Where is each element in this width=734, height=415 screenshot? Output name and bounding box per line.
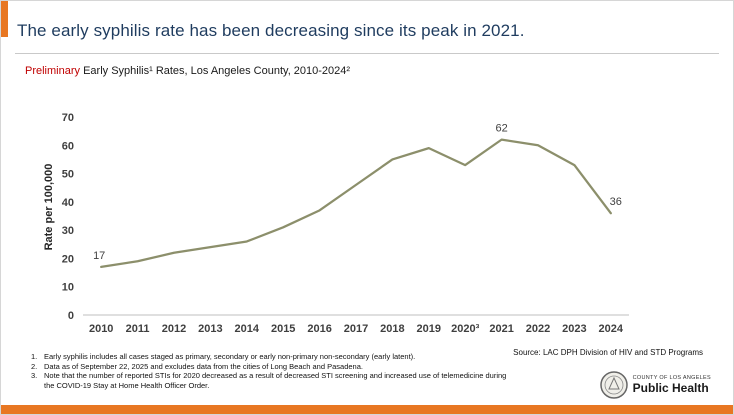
footnote-3-text: Note that the number of reported STIs fo… xyxy=(44,371,507,390)
subtitle-preliminary: Preliminary xyxy=(25,65,81,77)
footnote-3: 3. Note that the number of reported STIs… xyxy=(31,371,511,390)
point-label: 62 xyxy=(495,123,507,135)
x-tick-label: 2018 xyxy=(380,323,404,335)
footnote-2-number: 2. xyxy=(31,361,38,371)
x-tick-label: 2011 xyxy=(126,323,150,335)
trend-line xyxy=(100,138,612,269)
footnote-1-text: Early syphilis includes all cases staged… xyxy=(44,352,416,361)
y-axis-title: Rate per 100,000 xyxy=(43,163,55,251)
chart-area: Rate per 100,000 0 10 20 30 40 50 60 70 2010 2011… xyxy=(37,97,657,347)
county-seal-icon xyxy=(599,371,628,399)
x-tick-label: 2024 xyxy=(599,323,624,335)
x-tick-label: 2015 xyxy=(271,323,295,335)
x-tick-label: 2016 xyxy=(307,323,331,335)
y-tick-label: 10 xyxy=(62,282,74,294)
logo-dept-line: Public Health xyxy=(632,380,709,395)
title-divider xyxy=(15,53,719,54)
footnote-3-number: 3. xyxy=(31,371,38,380)
point-label: 36 xyxy=(610,196,622,208)
footnote-2: 2. Data as of September 22, 2025 and exc… xyxy=(31,362,511,372)
public-health-logo: COUNTY OF LOS ANGELES Public Health xyxy=(599,370,711,400)
line-chart: 0 10 20 30 40 50 60 70 2010 2011 2012 2013 2014 2015 2… xyxy=(62,112,629,335)
y-tick-label: 50 xyxy=(62,169,74,181)
x-tick-label: 2020³ xyxy=(451,323,479,335)
x-tick-label: 2019 xyxy=(417,323,441,335)
x-tick-label: 2014 xyxy=(235,323,260,335)
x-tick-label: 2021 xyxy=(489,323,513,335)
bottom-accent-bar xyxy=(1,405,733,414)
chart-subtitle: Preliminary Early Syphilis¹ Rates, Los A… xyxy=(25,65,350,77)
y-tick-label: 60 xyxy=(62,140,74,152)
y-tick-label: 0 xyxy=(68,310,74,322)
y-tick-label: 40 xyxy=(62,197,74,209)
footnote-1: 1. Early syphilis includes all cases sta… xyxy=(31,352,511,362)
source-credit: Source: LAC DPH Division of HIV and STD … xyxy=(513,348,703,357)
subtitle-rest: Early Syphilis¹ Rates, Los Angeles Count… xyxy=(80,65,351,77)
y-tick-label: 30 xyxy=(62,225,74,237)
page-title: The early syphilis rate has been decreas… xyxy=(17,21,525,40)
x-tick-label: 2017 xyxy=(344,323,368,335)
point-label: 17 xyxy=(93,250,105,262)
y-tick-label: 70 xyxy=(62,112,74,124)
x-tick-label: 2013 xyxy=(198,323,222,335)
x-tick-label: 2023 xyxy=(562,323,586,335)
logo-text: COUNTY OF LOS ANGELES Public Health xyxy=(633,376,711,394)
x-tick-label: 2010 xyxy=(89,323,113,335)
corner-accent-bar xyxy=(1,1,8,37)
x-tick-label: 2022 xyxy=(526,323,550,335)
y-tick-label: 20 xyxy=(62,253,74,265)
footnote-1-number: 1. xyxy=(31,352,38,361)
footnote-2-text: Data as of September 22, 2025 and exclud… xyxy=(44,361,363,371)
footnotes: 1. Early syphilis includes all cases sta… xyxy=(31,352,511,390)
x-tick-label: 2012 xyxy=(162,323,186,335)
logo-org-line: COUNTY OF LOS ANGELES xyxy=(632,375,711,382)
